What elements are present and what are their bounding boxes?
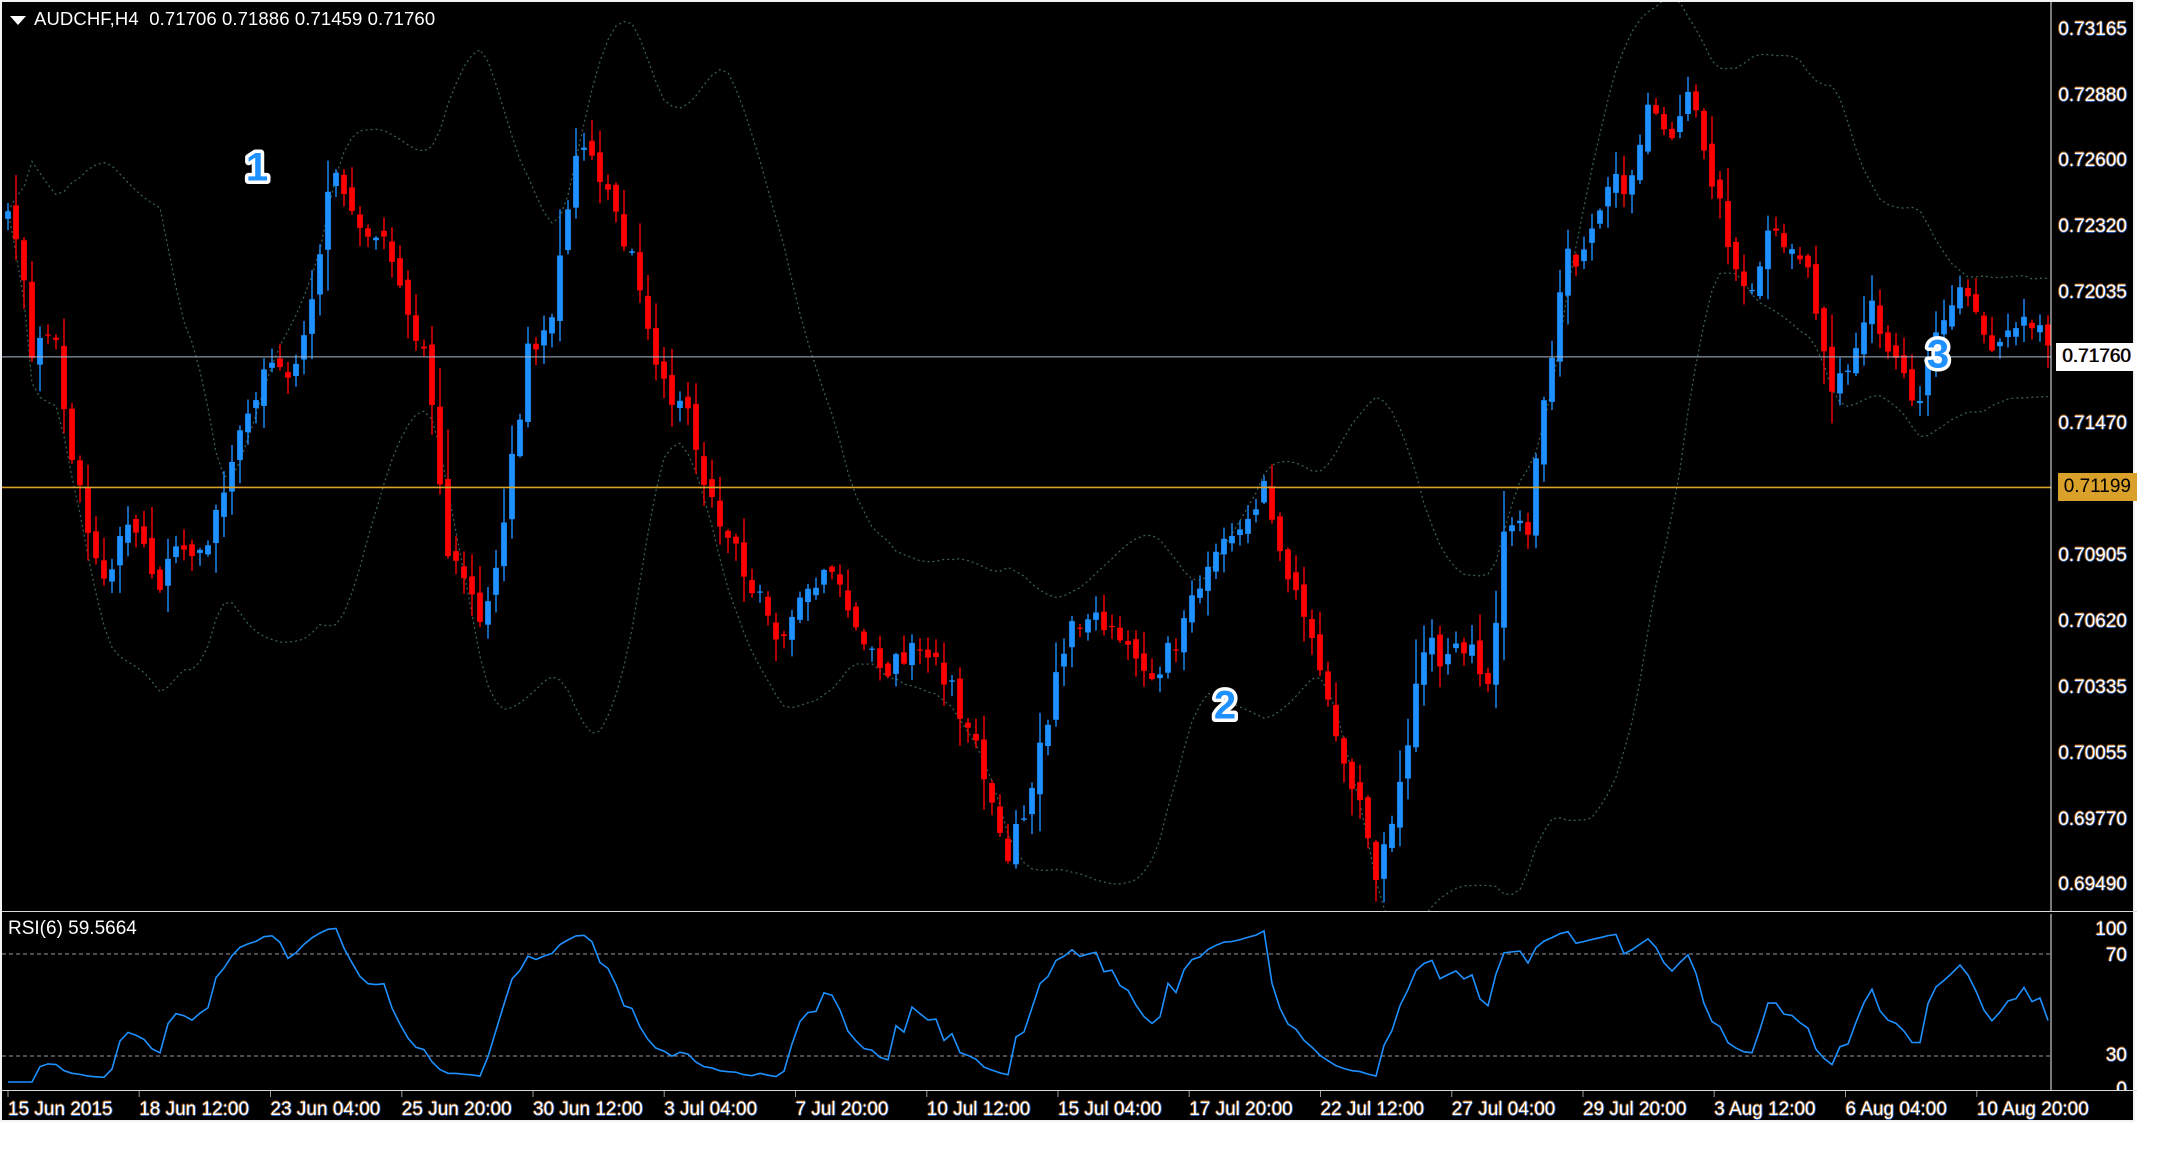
svg-text:3: 3: [1927, 333, 1949, 377]
svg-text:2: 2: [1214, 684, 1236, 728]
svg-text:1: 1: [246, 146, 268, 190]
